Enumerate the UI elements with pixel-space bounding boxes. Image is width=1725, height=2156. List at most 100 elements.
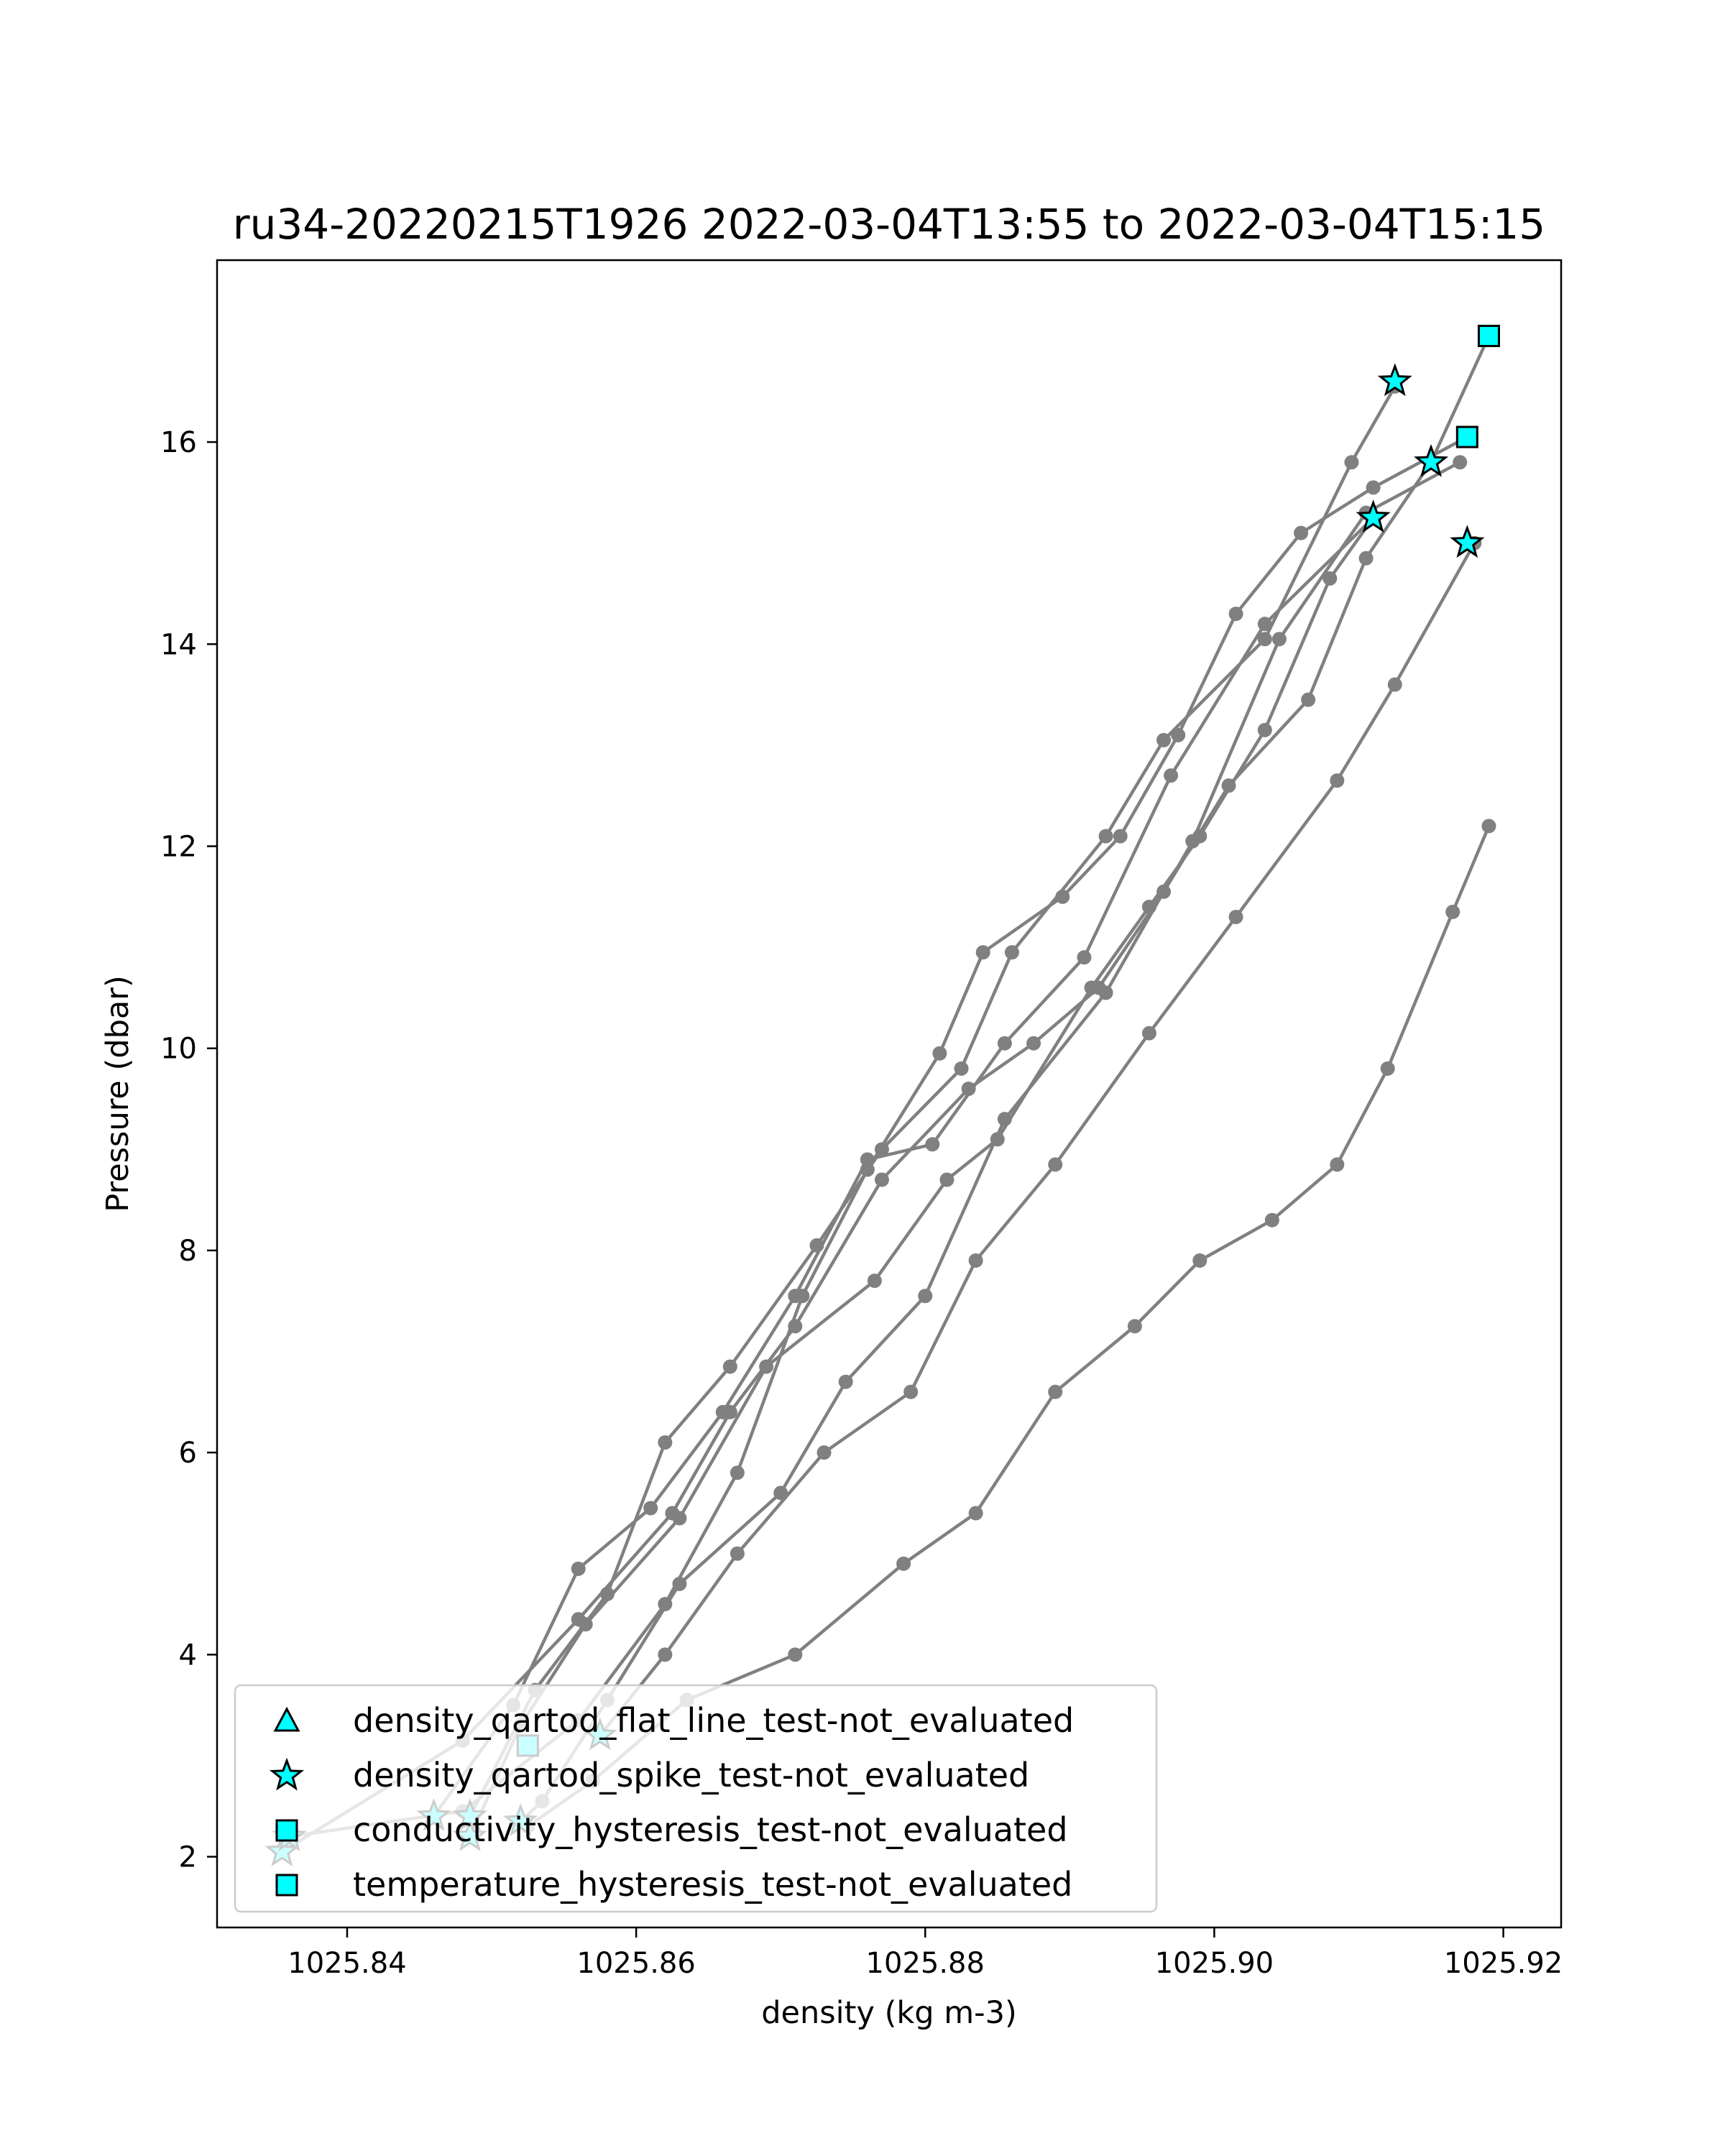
- chart-title: ru34-20220215T1926 2022-03-04T13:55 to 2…: [233, 200, 1545, 249]
- data-point: [896, 1556, 911, 1571]
- data-point: [997, 1112, 1012, 1127]
- flag-marker-star: [1450, 525, 1485, 558]
- data-point: [571, 1561, 586, 1576]
- legend-marker-square: [275, 1819, 298, 1842]
- data-point: [1228, 909, 1243, 924]
- data-point: [874, 1172, 889, 1187]
- legend-marker-star: [269, 1757, 305, 1791]
- data-point: [1380, 1061, 1395, 1076]
- series-line-7: [527, 825, 1491, 1828]
- data-point: [658, 1435, 673, 1450]
- data-point: [730, 1546, 745, 1561]
- data-point: [1077, 950, 1092, 965]
- legend-marker-triangle: [273, 1706, 300, 1732]
- series-line-8: [599, 542, 1476, 1737]
- x-tick-label: 1025.92: [1444, 1947, 1563, 1980]
- data-point: [918, 1289, 933, 1304]
- legend-label: density_qartod_spike_test-not_evaluated: [353, 1756, 1029, 1795]
- data-point: [1445, 904, 1460, 919]
- data-point: [968, 1506, 983, 1521]
- data-point: [1026, 1036, 1041, 1051]
- data-point: [1156, 732, 1172, 747]
- x-tick-label: 1025.90: [1155, 1947, 1274, 1980]
- data-point: [1257, 617, 1272, 632]
- data-point: [1048, 1384, 1063, 1399]
- y-tick-label: 16: [160, 426, 197, 459]
- data-point: [1127, 1319, 1142, 1334]
- data-point: [1084, 980, 1099, 995]
- data-point: [1257, 722, 1272, 737]
- data-point: [1330, 773, 1345, 788]
- legend-label: temperature_hysteresis_test-not_evaluate…: [353, 1865, 1072, 1904]
- x-axis: 1025.84 1025.86 1025.88 1025.90 1025.92: [288, 1927, 1563, 1980]
- y-tick-label: 14: [160, 628, 197, 661]
- data-point: [1048, 1157, 1063, 1172]
- legend-label: density_qartod_flat_line_test-not_evalua…: [353, 1701, 1074, 1740]
- data-point: [1141, 1026, 1156, 1041]
- data-point: [961, 1081, 976, 1096]
- data-point: [1098, 985, 1113, 1000]
- data-point: [1228, 607, 1243, 622]
- data-point: [1387, 677, 1402, 692]
- x-axis-label: density (kg m-3): [761, 1995, 1017, 2031]
- data-point: [860, 1152, 875, 1167]
- data-point: [722, 1359, 737, 1374]
- data-point: [1322, 571, 1338, 586]
- legend-label: conductivity_hysteresis_test-not_evaluat…: [353, 1810, 1068, 1849]
- plot-frame: [216, 259, 1563, 1929]
- data-point: [788, 1289, 803, 1304]
- flag-marker-star: [1377, 363, 1412, 397]
- data-point: [1185, 834, 1200, 849]
- data-point: [658, 1647, 673, 1662]
- data-point: [672, 1511, 687, 1526]
- data-point: [715, 1404, 730, 1419]
- series-line-2: [289, 436, 1468, 1838]
- data-point: [1366, 480, 1381, 495]
- y-tick-label: 12: [160, 831, 197, 864]
- data-point: [874, 1142, 889, 1157]
- data-point: [954, 1061, 969, 1076]
- plot-area: [264, 324, 1500, 1866]
- data-point: [1481, 819, 1496, 834]
- data-point: [788, 1647, 803, 1662]
- data-point: [997, 1036, 1012, 1051]
- series-line-3: [468, 517, 1375, 1838]
- data-point: [1257, 632, 1272, 647]
- series-line-1: [281, 335, 1491, 1853]
- data-point: [932, 1046, 947, 1061]
- data-point: [1271, 632, 1287, 647]
- y-tick-label: 6: [179, 1437, 197, 1470]
- data-point: [838, 1374, 853, 1389]
- data-point: [1004, 945, 1019, 960]
- data-point: [730, 1465, 745, 1480]
- y-tick-label: 2: [179, 1841, 197, 1874]
- flag-marker-star: [1356, 499, 1391, 533]
- data-point: [1113, 829, 1128, 844]
- legend: density_qartod_flat_line_test-not_evalua…: [234, 1684, 1158, 1913]
- y-axis: 2 4 6 8 10 12 14 16: [160, 426, 217, 1874]
- y-tick-label: 10: [160, 1033, 197, 1066]
- x-tick-label: 1025.84: [288, 1947, 406, 1980]
- data-point: [816, 1445, 832, 1460]
- data-point: [1264, 1212, 1279, 1227]
- data-point: [975, 945, 990, 960]
- data-point: [672, 1576, 687, 1591]
- data-point: [759, 1359, 774, 1374]
- flag-marker-square: [1477, 324, 1500, 347]
- legend-frame: [234, 1684, 1158, 1913]
- x-tick-label: 1025.88: [866, 1947, 985, 1980]
- data-point: [1098, 829, 1113, 844]
- data-point: [1192, 1253, 1208, 1268]
- flag-marker-square: [1455, 425, 1478, 448]
- data-point: [1301, 692, 1316, 707]
- y-tick-label: 4: [179, 1639, 197, 1672]
- legend-marker-square: [275, 1874, 298, 1897]
- data-point: [925, 1137, 940, 1152]
- data-point: [1164, 768, 1179, 783]
- series-line-6: [519, 461, 1461, 1823]
- data-point: [599, 1587, 615, 1601]
- data-point: [867, 1273, 882, 1289]
- data-point: [1330, 1157, 1345, 1172]
- data-point: [1344, 455, 1359, 470]
